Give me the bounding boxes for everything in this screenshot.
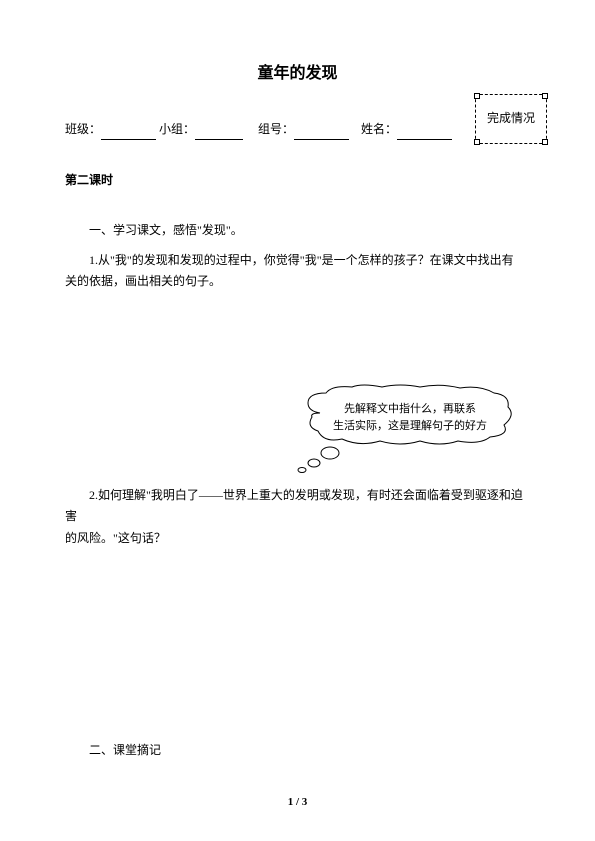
question-1-line1: 1.从"我"的发现和发现的过程中，你觉得"我"是一个怎样的孩子？在课文中找出有: [65, 250, 530, 272]
number-label: 组号：: [258, 122, 294, 136]
thought-line1: 先解释文中指什么，再联系: [325, 401, 495, 419]
question-1-line2: 关的依据，画出相关的句子。: [65, 271, 530, 293]
question-2-line2: 的风险。"这句话？: [65, 528, 530, 550]
lesson-heading: 第二课时: [65, 170, 530, 192]
page-title: 童年的发现: [65, 60, 530, 89]
class-label: 班级：: [65, 122, 101, 136]
class-blank: [101, 126, 156, 140]
thought-text: 先解释文中指什么，再联系 生活实际，这是理解句子的好方: [325, 401, 495, 436]
question-2: 2.如何理解"我明白了——世界上重大的发明或发现，有时还会面临着受到驱逐和迫害 …: [65, 485, 530, 550]
section2-heading: 二、课堂摘记: [65, 740, 530, 762]
thought-bubble: 先解释文中指什么，再联系 生活实际，这是理解句子的好方: [65, 383, 530, 473]
section1-heading: 一、学习课文，感悟"发现"。: [65, 220, 530, 242]
name-label: 姓名：: [361, 122, 397, 136]
group-blank: [195, 126, 243, 140]
number-blank: [294, 126, 349, 140]
thought-line2: 生活实际，这是理解句子的好方: [325, 418, 495, 436]
question-2-line1: 2.如何理解"我明白了——世界上重大的发明或发现，有时还会面临着受到驱逐和迫害: [65, 485, 530, 528]
group-label: 小组：: [159, 122, 195, 136]
info-row: 班级： 小组： 组号： 姓名：: [65, 119, 530, 141]
name-blank: [397, 126, 452, 140]
page: 童年的发现 完成情况 班级： 小组： 组号： 姓名： 第二课时 一、学习课文，感…: [0, 0, 595, 841]
page-number: 1 / 3: [0, 793, 595, 813]
